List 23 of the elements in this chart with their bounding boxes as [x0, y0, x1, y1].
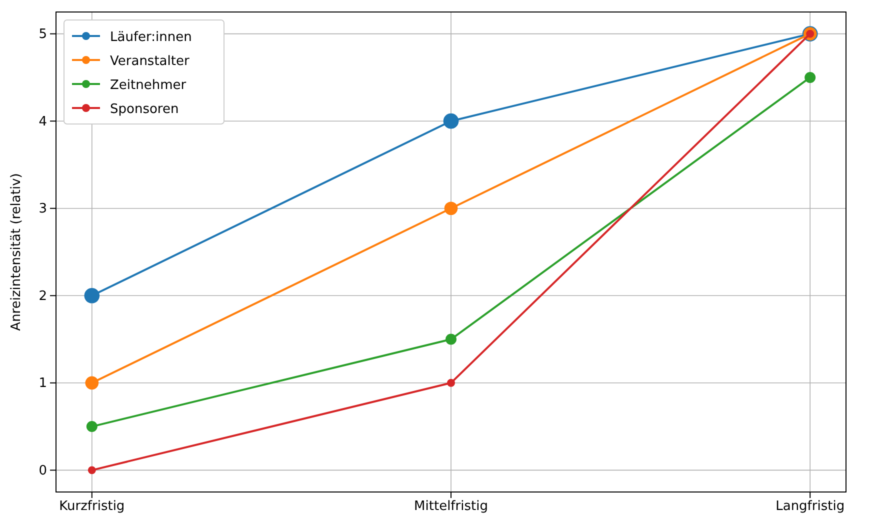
y-tick-label: 0 [38, 463, 47, 478]
y-tick-label: 3 [38, 202, 47, 217]
point [88, 466, 96, 474]
y-tick-label: 1 [38, 376, 47, 392]
point [804, 72, 816, 83]
point [447, 378, 455, 387]
point [85, 376, 99, 390]
y-tick-label: 5 [38, 26, 47, 42]
legend-label: Zeitnehmer [110, 78, 187, 93]
point [443, 113, 459, 129]
legend-label: Veranstalter [110, 54, 190, 69]
y-axis-title: Anreizintensität (relativ) [9, 173, 24, 331]
point [86, 421, 98, 432]
point [84, 288, 100, 304]
x-tick-label: Kurzfristig [59, 499, 125, 514]
y-tick-label: 2 [38, 288, 47, 304]
legend-label: Sponsoren [110, 102, 179, 117]
legend-label: Läufer:innen [110, 30, 192, 45]
y-tick-label: 4 [38, 114, 47, 130]
x-tick-label: Mittelfristig [414, 499, 488, 514]
x-tick-label: Langfristig [776, 499, 845, 514]
point [444, 202, 458, 216]
point [446, 334, 456, 345]
